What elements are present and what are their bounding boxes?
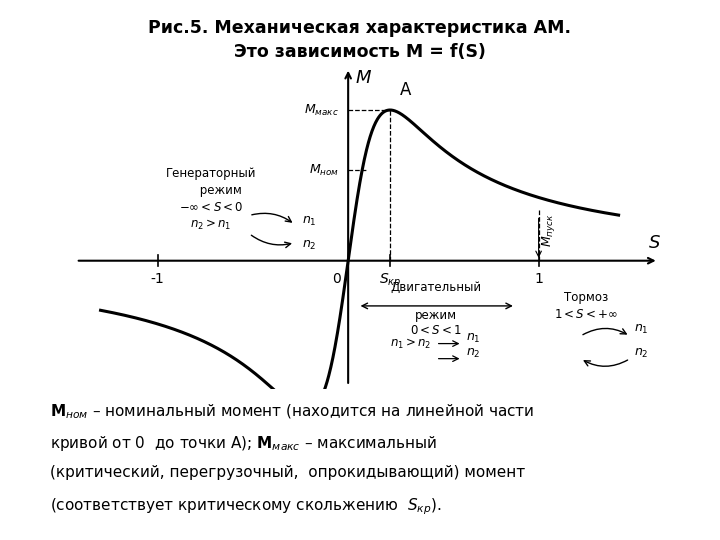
Text: $M_{ном}$: $M_{ном}$ — [308, 163, 338, 178]
Text: A: A — [400, 82, 411, 99]
Text: (критический, перегрузочный,  опрокидывающий) момент: (критический, перегрузочный, опрокидываю… — [50, 465, 526, 480]
Text: $n_2$: $n_2$ — [302, 239, 317, 252]
Text: Тормоз
$1 < S < +\infty$: Тормоз $1 < S < +\infty$ — [554, 291, 618, 321]
Text: 0: 0 — [333, 272, 341, 286]
Text: Генераторный
     режим
$-\infty < S < 0$
$n_2 > n_1$: Генераторный режим $-\infty < S < 0$ $n_… — [166, 167, 256, 232]
Text: $M_{пуск}$: $M_{пуск}$ — [539, 214, 557, 247]
Text: $n_2$: $n_2$ — [467, 347, 481, 360]
Text: $S_{кр}$: $S_{кр}$ — [379, 272, 401, 291]
Text: -1: -1 — [150, 272, 165, 286]
Text: $0 < S < 1$: $0 < S < 1$ — [410, 324, 462, 337]
Text: (соответствует критическому скольжению  $S_{кр}$).: (соответствует критическому скольжению $… — [50, 496, 442, 517]
Text: $n_1$: $n_1$ — [302, 215, 317, 228]
Text: Рис.5. Механическая характеристика АМ.: Рис.5. Механическая характеристика АМ. — [148, 19, 572, 37]
Text: $n_2$: $n_2$ — [634, 347, 649, 360]
Text: M: M — [356, 69, 372, 87]
Text: 1: 1 — [534, 272, 543, 286]
Text: Это зависимость M = f(S): Это зависимость M = f(S) — [234, 43, 486, 61]
Text: $n_1 > n_2$: $n_1 > n_2$ — [390, 336, 431, 350]
Text: режим: режим — [415, 309, 456, 322]
Text: $n_1$: $n_1$ — [467, 332, 481, 345]
Text: Двигательный: Двигательный — [390, 281, 482, 294]
Text: $\mathbf{M}_{ном}$ – номинальный момент (находится на линейной части: $\mathbf{M}_{ном}$ – номинальный момент … — [50, 402, 535, 421]
Text: кривой от $0$  до точки А); $\mathbf{M}_{макс}$ – максимальный: кривой от $0$ до точки А); $\mathbf{M}_{… — [50, 434, 438, 453]
Text: $n_1$: $n_1$ — [634, 322, 649, 336]
Text: $M_{макс}$: $M_{макс}$ — [304, 103, 338, 118]
Text: S: S — [649, 234, 660, 252]
